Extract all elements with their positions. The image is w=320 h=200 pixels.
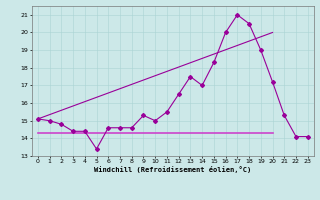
X-axis label: Windchill (Refroidissement éolien,°C): Windchill (Refroidissement éolien,°C): [94, 166, 252, 173]
